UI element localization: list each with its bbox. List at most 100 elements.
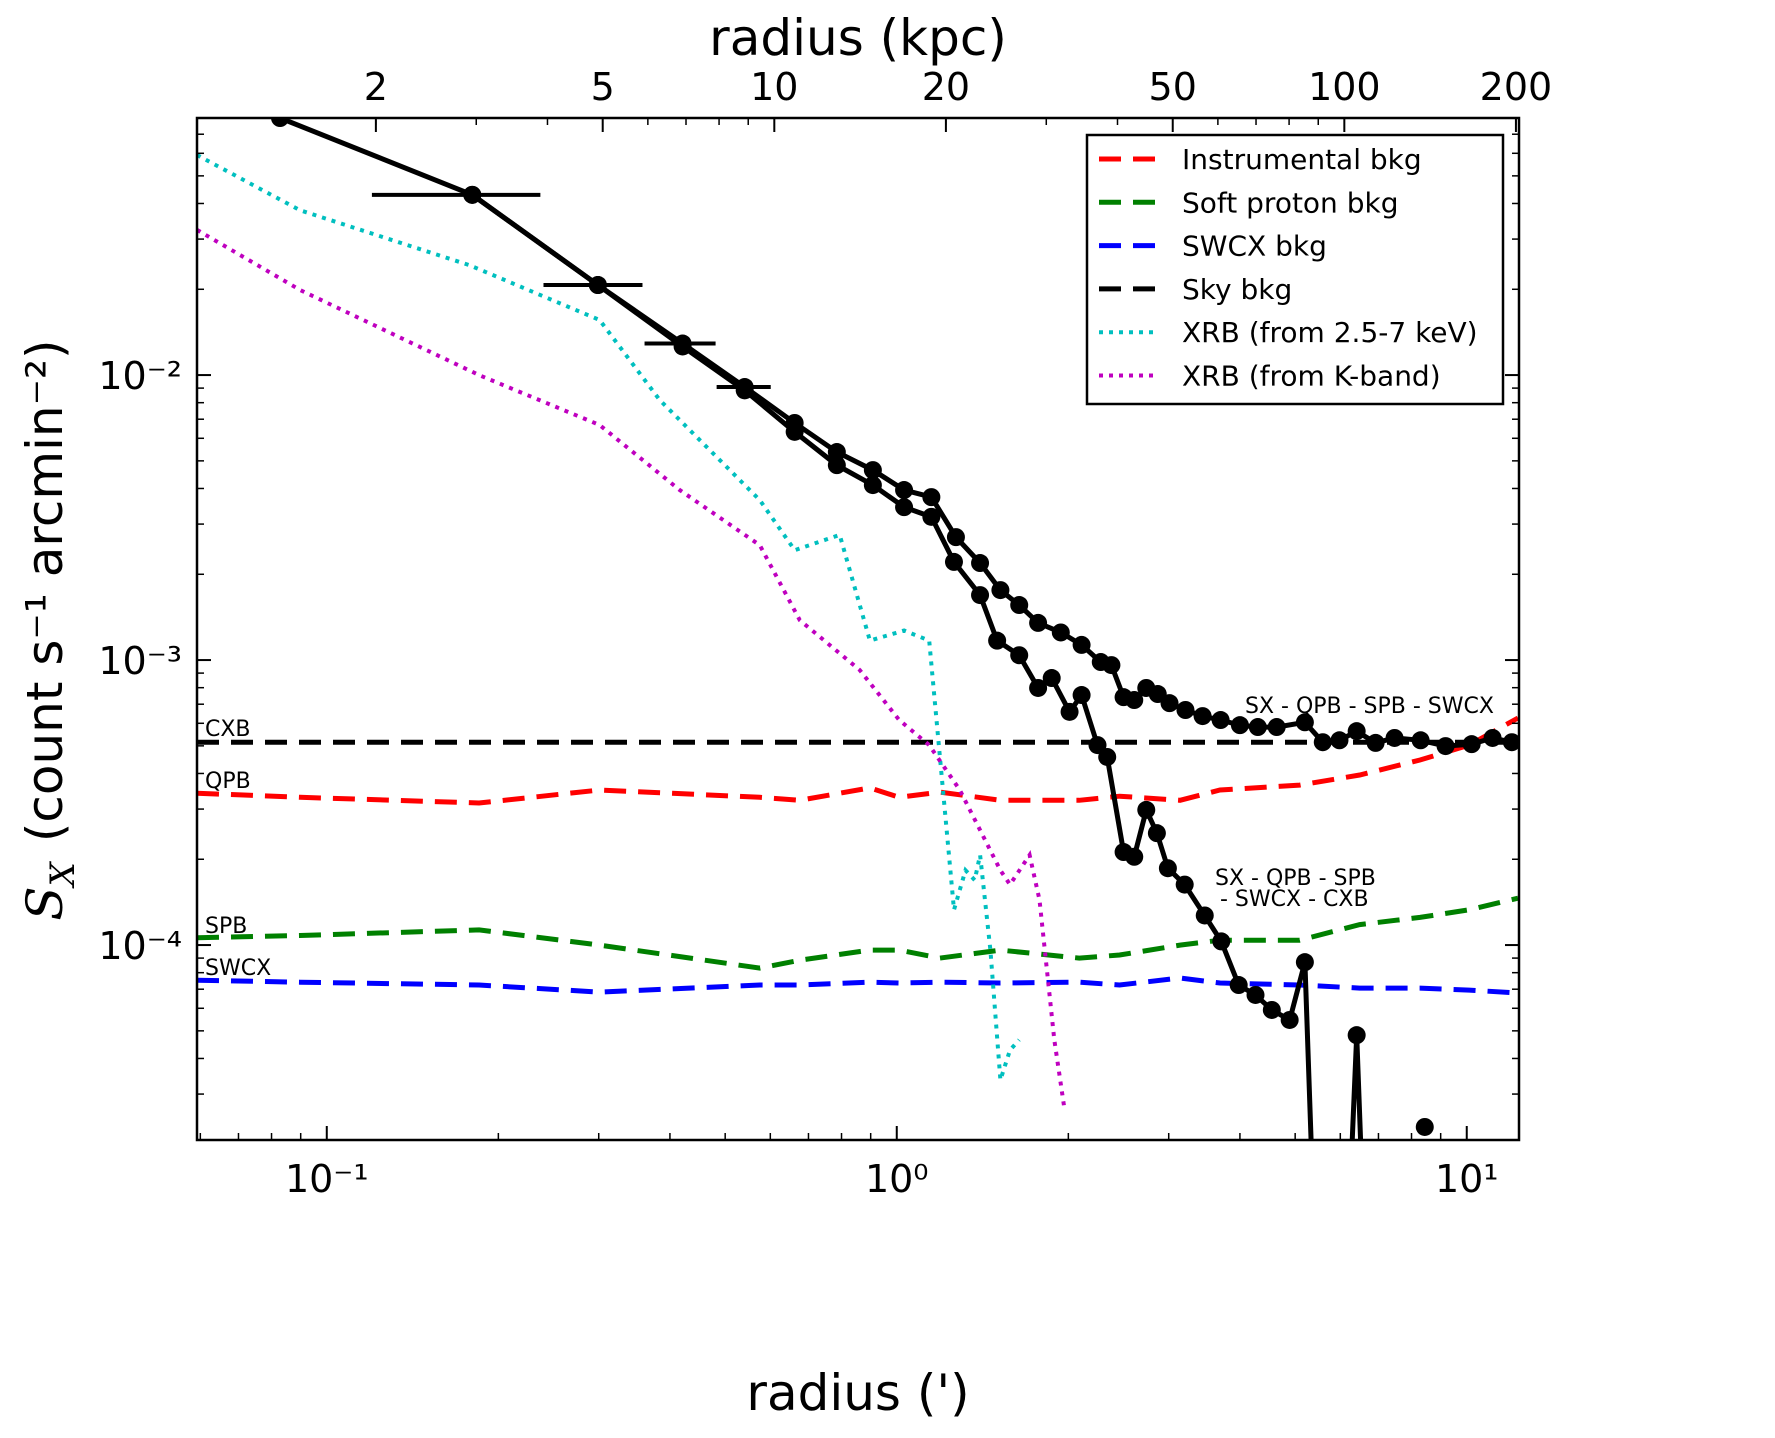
data-point xyxy=(1072,686,1091,705)
data-point xyxy=(944,552,963,571)
data-point xyxy=(1060,702,1079,721)
data-point xyxy=(922,488,941,507)
data-point xyxy=(1176,700,1195,719)
annotation: SWCX xyxy=(205,956,271,981)
data-point xyxy=(785,422,804,441)
data-point xyxy=(991,581,1010,600)
annotation: - SWCX - CXB xyxy=(1220,887,1369,912)
plot-frame xyxy=(195,116,1521,1142)
data-point xyxy=(1175,875,1194,894)
data-point xyxy=(922,507,941,526)
series-line xyxy=(197,153,1021,1081)
series-line xyxy=(197,895,1519,971)
x2-tick-label: 100 xyxy=(1308,65,1381,109)
legend-box xyxy=(1085,133,1505,406)
data-point xyxy=(735,381,754,400)
data-point xyxy=(673,337,692,356)
annotation: SX - QPB - SPB xyxy=(1215,866,1376,891)
legend-label: XRB (from 2.5-7 keV) xyxy=(1182,316,1478,349)
data-point xyxy=(1195,906,1214,925)
data-point xyxy=(1415,1117,1434,1136)
legend-label: XRB (from K-band) xyxy=(1182,360,1441,393)
x-axis-label: radius (') xyxy=(746,1364,969,1422)
data-point xyxy=(827,443,846,462)
data-point xyxy=(1125,691,1144,710)
x2-tick-label: 50 xyxy=(1149,65,1197,109)
data-point xyxy=(1042,669,1061,688)
data-point xyxy=(1436,737,1455,756)
data-point xyxy=(1193,707,1212,726)
legend-label: SWCX bkg xyxy=(1182,230,1327,263)
y-label-subscript: X xyxy=(43,860,83,889)
data-point xyxy=(1160,694,1179,713)
data-point xyxy=(863,461,882,480)
data-point xyxy=(863,476,882,495)
data-point xyxy=(1295,953,1314,972)
data-point xyxy=(1029,678,1048,697)
annotation: SX - QPB - SPB - SWCX xyxy=(1245,694,1494,719)
annotation: CXB xyxy=(205,717,251,742)
x-tick-label: 10¹ xyxy=(1435,1157,1499,1201)
data-point xyxy=(988,631,1007,650)
data-point xyxy=(1147,824,1166,843)
data-point xyxy=(1125,847,1144,866)
data-point xyxy=(1502,733,1519,752)
legend-label: Sky bkg xyxy=(1182,273,1292,306)
x2-tick-label: 20 xyxy=(922,65,970,109)
data-point xyxy=(1212,932,1231,951)
data-point xyxy=(463,185,482,204)
data-point xyxy=(1330,731,1349,750)
data-point xyxy=(1051,623,1070,642)
data-point xyxy=(1483,728,1502,747)
data-point xyxy=(1248,718,1267,737)
plot-area xyxy=(197,118,1519,1239)
data-point xyxy=(1267,718,1286,737)
legend-label: Soft proton bkg xyxy=(1182,186,1398,219)
data-point xyxy=(1347,722,1366,741)
data-point xyxy=(1313,733,1332,752)
x2-tick-label: 200 xyxy=(1480,65,1553,109)
y-tick-label: 10⁻⁴ xyxy=(98,924,182,968)
data-point xyxy=(1158,859,1177,878)
annotation: SPB xyxy=(205,914,247,939)
data-point xyxy=(1010,646,1029,665)
x2-tick-label: 2 xyxy=(364,65,388,109)
annotation: QPB xyxy=(205,769,251,794)
y-tick-label: 10⁻³ xyxy=(98,639,182,683)
y-label-symbol: S xyxy=(16,886,74,920)
y-label-units: (count s⁻¹ arcmin⁻²) xyxy=(16,339,74,842)
data-point xyxy=(1411,731,1430,750)
data-point xyxy=(1072,635,1091,654)
series-line xyxy=(197,975,1519,996)
data-point xyxy=(946,528,965,547)
data-point xyxy=(1462,735,1481,754)
legend-label: Instrumental bkg xyxy=(1182,143,1422,176)
x-tick-label: 10⁰ xyxy=(865,1157,929,1201)
data-point xyxy=(1295,713,1314,732)
data-point xyxy=(1137,800,1156,819)
x2-tick-label: 5 xyxy=(591,65,615,109)
data-point xyxy=(971,586,990,605)
x-tick-label: 10⁻¹ xyxy=(285,1157,369,1201)
data-point xyxy=(1010,596,1029,615)
data-point xyxy=(1262,1000,1281,1019)
data-point xyxy=(1385,728,1404,747)
data-point xyxy=(1366,733,1385,752)
y-tick-label: 10⁻² xyxy=(98,354,182,398)
data-point xyxy=(895,481,914,500)
data-point xyxy=(1102,656,1121,675)
data-point xyxy=(1280,1010,1299,1029)
x2-axis-label: radius (kpc) xyxy=(709,9,1007,67)
data-point xyxy=(1347,1026,1366,1045)
x2-tick-label: 10 xyxy=(750,65,798,109)
data-point xyxy=(1211,711,1230,730)
data-point xyxy=(1229,976,1248,995)
data-point xyxy=(1088,736,1107,755)
series-line xyxy=(197,715,1519,806)
data-point xyxy=(1098,747,1117,766)
data-point xyxy=(895,498,914,517)
data-point xyxy=(271,118,290,127)
y-axis-label: SX (count s⁻¹ arcmin⁻²) xyxy=(16,339,83,920)
